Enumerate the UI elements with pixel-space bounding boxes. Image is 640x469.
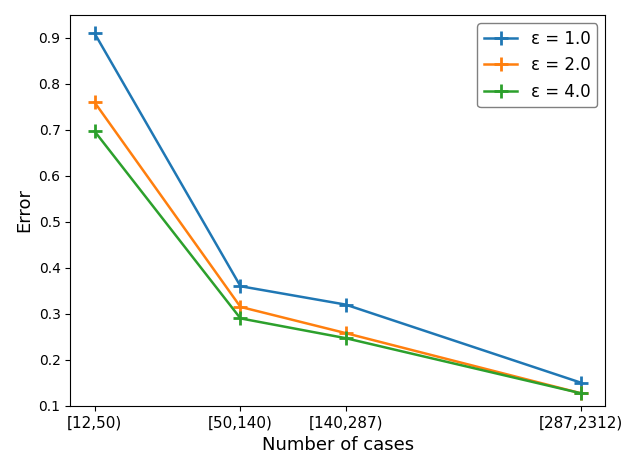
ε = 1.0 — [342, 302, 349, 307]
Line: ε = 4.0: ε = 4.0 — [88, 124, 588, 400]
Line: ε = 1.0: ε = 1.0 — [88, 26, 588, 390]
ε = 4.0 — [577, 391, 585, 396]
ε = 2.0 — [342, 330, 349, 336]
ε = 1.0 — [237, 283, 244, 289]
Line: ε = 2.0: ε = 2.0 — [88, 95, 588, 400]
ε = 1.0 — [91, 30, 99, 36]
ε = 2.0 — [91, 99, 99, 105]
X-axis label: Number of cases: Number of cases — [262, 436, 414, 454]
ε = 4.0 — [342, 335, 349, 341]
ε = 2.0 — [577, 391, 585, 396]
ε = 4.0 — [91, 129, 99, 134]
Y-axis label: Error: Error — [15, 189, 33, 232]
ε = 2.0 — [237, 304, 244, 310]
ε = 1.0 — [577, 380, 585, 386]
ε = 4.0 — [237, 316, 244, 321]
Legend: ε = 1.0, ε = 2.0, ε = 4.0: ε = 1.0, ε = 2.0, ε = 4.0 — [477, 23, 597, 107]
